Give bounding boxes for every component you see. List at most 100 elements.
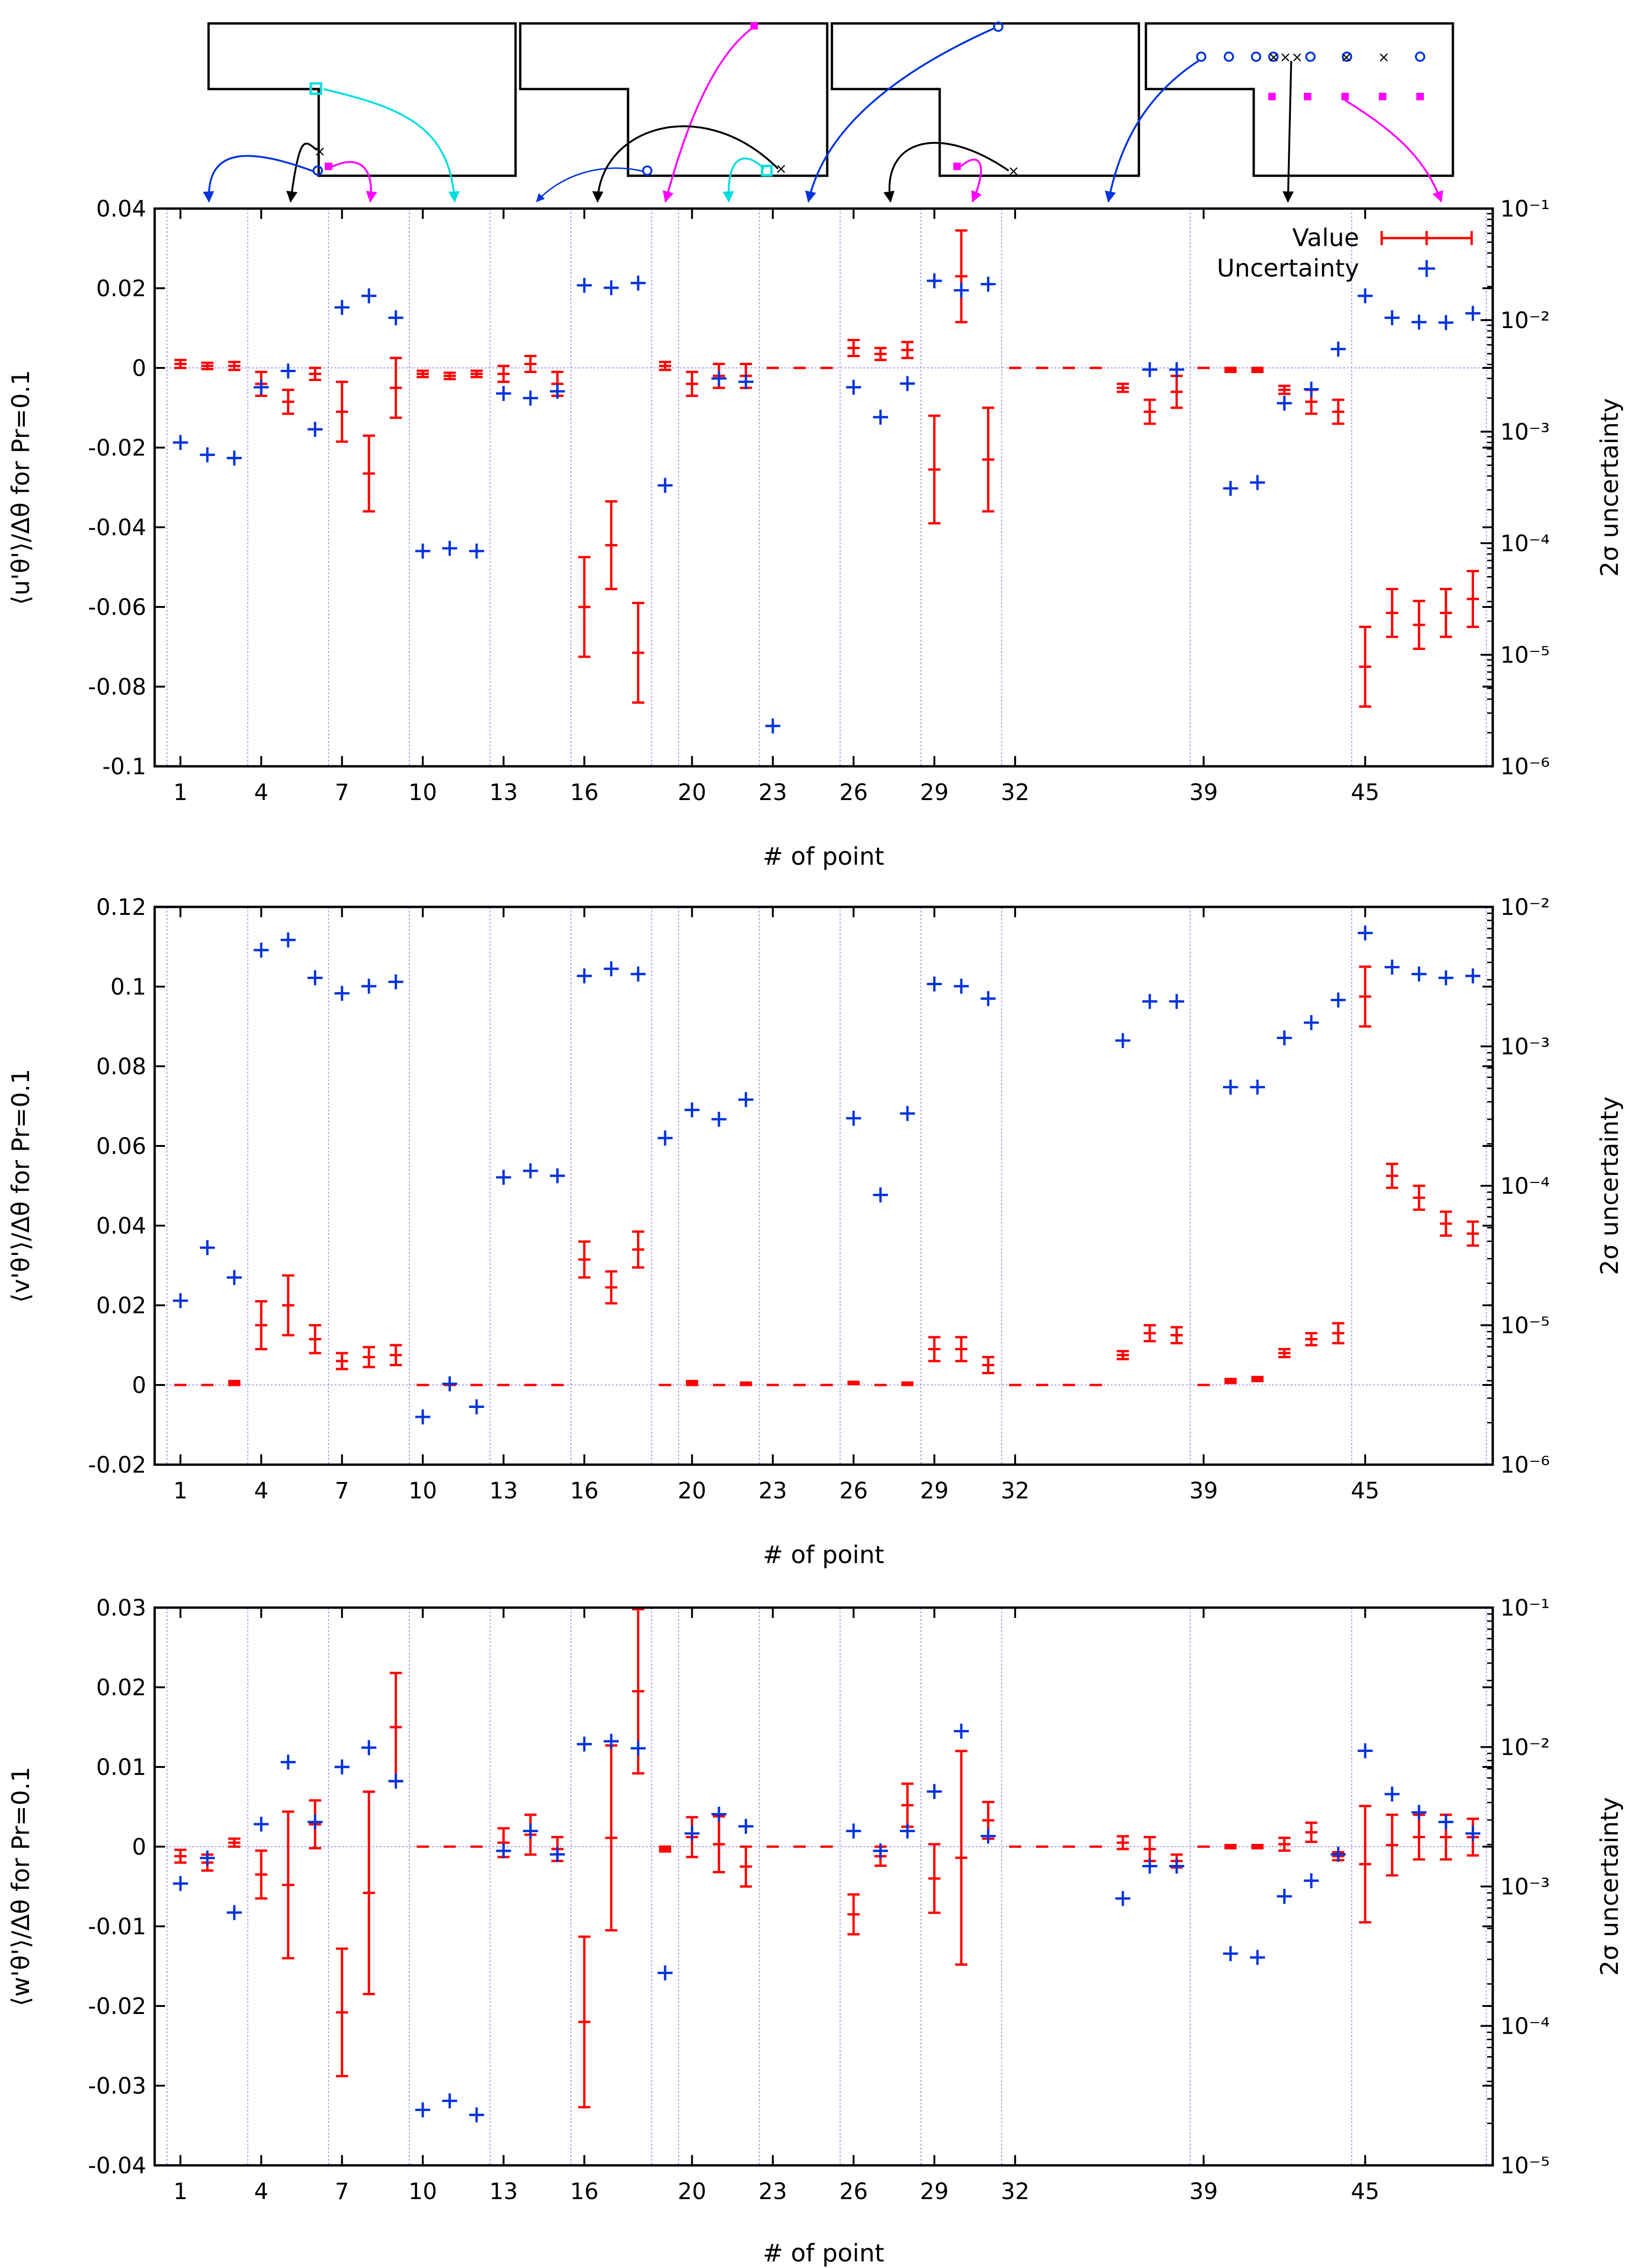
- value-point-43: [1305, 1821, 1317, 1843]
- right-tick-label: 10⁻⁴: [1500, 531, 1550, 557]
- probe-marker-circle: [993, 22, 1003, 32]
- uncertainty-point-38: [1169, 362, 1184, 377]
- value-point-11: [443, 371, 456, 381]
- uncertainty-point-49: [1465, 968, 1481, 984]
- uncertainty-point-9: [388, 1774, 404, 1789]
- uncertainty-point-28: [900, 1823, 915, 1839]
- uncertainty-point-28: [900, 1106, 915, 1121]
- value-point-31: [982, 406, 995, 513]
- uncertainty-point-47: [1411, 966, 1427, 982]
- uncertainty-point-40: [1223, 481, 1238, 496]
- right-tick-label: 10⁻⁵: [1500, 1313, 1550, 1339]
- panel-v-theta-errorbars: [174, 966, 1479, 1386]
- x-tick-label: 20: [678, 2178, 706, 2205]
- uncertainty-point-1: [173, 1876, 188, 1891]
- value-point-20: [686, 371, 698, 397]
- value-point-46: [1386, 1162, 1399, 1189]
- value-point-40: [1224, 367, 1237, 373]
- value-point-37: [1144, 1324, 1156, 1342]
- value-point-1: [174, 1849, 187, 1864]
- value-point-6: [309, 367, 322, 381]
- legend-value-sample: [1380, 231, 1473, 245]
- uncertainty-point-15: [550, 1168, 565, 1183]
- value-point-28: [901, 1381, 914, 1386]
- uncertainty-point-30: [954, 283, 969, 298]
- x-tick-label: 32: [1001, 1478, 1029, 1504]
- value-point-30: [955, 1336, 968, 1362]
- uncertainty-point-14: [523, 390, 538, 406]
- uncertainty-point-46: [1384, 959, 1400, 975]
- uncertainty-point-12: [469, 1399, 484, 1415]
- value-point-45: [1359, 966, 1371, 1028]
- uncertainty-point-18: [630, 1741, 646, 1756]
- legend-uncertainty-sample: [1418, 260, 1435, 277]
- uncertainty-point-28: [900, 376, 915, 391]
- uncertainty-point-45: [1357, 288, 1373, 304]
- right-tick-label: 10⁻³: [1500, 1874, 1550, 1900]
- x-tick-label: 32: [1001, 2178, 1029, 2205]
- panel-u-theta-x-ticks: 1 4 7 10 13 16 20 23 26 29 32 39 45: [173, 209, 1379, 806]
- x-tick-label: 20: [678, 779, 706, 806]
- uncertainty-point-7: [334, 986, 350, 1001]
- x-tick-label: 45: [1351, 2178, 1379, 2205]
- value-point-29: [928, 1843, 941, 1914]
- value-point-10: [417, 369, 429, 379]
- value-point-37: [1144, 398, 1156, 425]
- uncertainty-point-15: [550, 1847, 565, 1862]
- uncertainty-point-13: [496, 386, 511, 401]
- value-point-6: [309, 1324, 322, 1355]
- x-tick-label: 29: [920, 779, 949, 806]
- value-point-41: [1251, 367, 1264, 373]
- panel-w-theta-x-ticks: 1 4 7 10 13 16 20 23 26 29 32 39 45: [173, 1608, 1379, 2205]
- value-point-19: [659, 1845, 672, 1853]
- panel-u-theta-xlabel: # of point: [763, 843, 884, 871]
- value-point-26: [847, 1893, 860, 1936]
- left-tick-label: 0: [132, 1372, 146, 1399]
- probe-marker-cross: ×: [314, 143, 326, 160]
- x-tick-label: 10: [409, 2178, 437, 2205]
- right-tick-label: 10⁻⁶: [1500, 754, 1550, 780]
- value-point-2: [201, 361, 214, 371]
- x-tick-label: 16: [570, 2178, 599, 2205]
- uncertainty-point-43: [1303, 1015, 1319, 1030]
- uncertainty-point-14: [523, 1823, 538, 1839]
- probe-marker-square: [953, 163, 961, 170]
- uncertainty-point-41: [1250, 475, 1265, 490]
- left-tick-label: -0.1: [102, 754, 146, 780]
- left-tick-label: 0.02: [96, 1675, 146, 1701]
- svg-text:×: ×: [1268, 49, 1279, 66]
- uncertainty-point-13: [496, 1169, 511, 1185]
- uncertainty-point-43: [1303, 382, 1319, 397]
- value-point-44: [1332, 1322, 1345, 1345]
- value-point-30: [955, 1750, 968, 1966]
- panel-w-theta-uncertainty-markers: [173, 1723, 1481, 2123]
- uncertainty-point-6: [307, 421, 323, 437]
- x-tick-label: 16: [570, 779, 599, 806]
- uncertainty-point-2: [200, 1240, 215, 1255]
- right-tick-label: 10⁻¹: [1500, 1595, 1550, 1621]
- uncertainty-point-8: [361, 288, 377, 304]
- x-tick-label: 23: [758, 1478, 787, 1504]
- value-point-16: [578, 1240, 591, 1279]
- uncertainty-point-21: [711, 1806, 726, 1822]
- left-tick-label: 0.04: [96, 196, 146, 222]
- uncertainty-point-48: [1438, 970, 1454, 986]
- panel-w-theta-right-ticks: 10⁻¹ 10⁻² 10⁻³ 10⁻⁴ 10⁻⁵: [1481, 1595, 1550, 2179]
- value-point-27: [874, 347, 887, 361]
- right-tick-label: 10⁻¹: [1500, 196, 1550, 222]
- uncertainty-point-27: [873, 1187, 888, 1203]
- svg-text:×: ×: [1378, 49, 1390, 66]
- uncertainty-point-44: [1331, 1847, 1346, 1862]
- legend: Value Uncertainty: [1217, 224, 1473, 283]
- uncertainty-point-42: [1277, 1888, 1292, 1904]
- uncertainty-point-9: [388, 310, 404, 325]
- panel-u-theta-ylabel: ⟨u'θ'⟩/Δθ for Pr=0.1: [7, 370, 35, 605]
- uncertainty-point-22: [738, 1092, 754, 1108]
- panel-v-theta-x-ticks: 1 4 7 10 13 16 20 23 26 29 32 39 45: [173, 907, 1379, 1504]
- value-point-36: [1116, 382, 1129, 393]
- schematic-inset-1: ×: [202, 22, 517, 203]
- uncertainty-point-48: [1438, 1814, 1454, 1830]
- probe-marker-circle: [642, 165, 652, 176]
- panel-v-theta-ylabel: ⟨v'θ'⟩/Δθ for Pr=0.1: [7, 1069, 35, 1302]
- x-tick-label: 1: [173, 779, 188, 806]
